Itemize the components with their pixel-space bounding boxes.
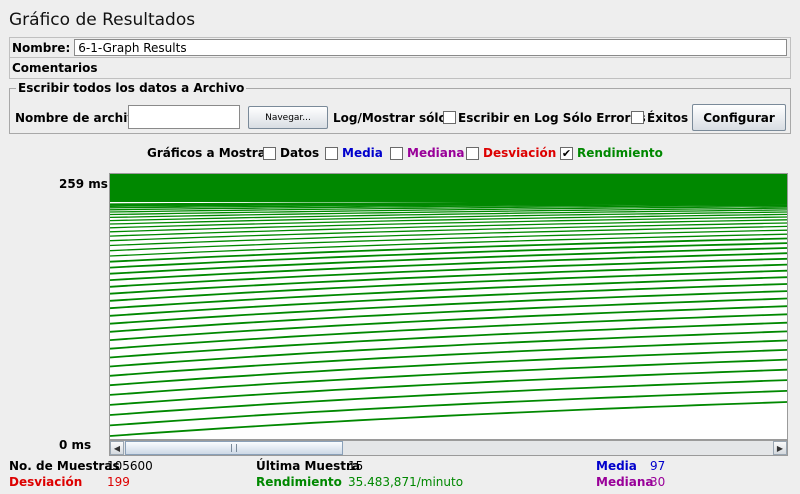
throughput-line xyxy=(110,321,787,359)
throughput-line xyxy=(110,213,787,229)
window-title: Gráfico de Resultados xyxy=(9,10,196,30)
throughput-checkbox[interactable]: ✔ xyxy=(560,147,573,160)
throughput-line xyxy=(110,379,787,416)
throughput-line xyxy=(110,203,787,211)
deviation-checkbox[interactable] xyxy=(466,147,479,160)
throughput-chart xyxy=(110,174,787,437)
scroll-right-arrow-icon[interactable]: ▶ xyxy=(773,441,787,455)
throughput-line xyxy=(110,219,787,237)
throughput-line xyxy=(110,263,787,295)
throughput-line xyxy=(110,390,787,427)
comments-label[interactable]: Comentarios xyxy=(9,58,791,79)
write-to-file-panel: Escribir todos los datos a Archivo Nombr… xyxy=(9,81,791,134)
throughput-line xyxy=(110,233,787,257)
errors-only-label[interactable]: Escribir en Log Sólo Errores xyxy=(458,111,646,125)
throughput-line xyxy=(110,401,787,437)
throughput-line xyxy=(110,205,787,216)
browse-button[interactable]: Navegar... xyxy=(248,106,328,129)
median-checkbox[interactable] xyxy=(390,147,403,160)
throughput-line xyxy=(110,207,787,219)
name-row: Nombre: 6-1-Graph Results xyxy=(9,37,791,58)
throughput-option-label[interactable]: Rendimiento xyxy=(577,146,663,160)
throughput-line xyxy=(110,297,787,333)
name-label: Nombre: xyxy=(12,40,71,55)
throughput-line xyxy=(110,229,787,252)
throughput-line xyxy=(110,252,787,281)
last-sample-value: 15 xyxy=(348,459,364,473)
graph-horizontal-scrollbar[interactable]: ◀ ▶ xyxy=(109,440,788,456)
last-sample-label: Última Muestra xyxy=(256,459,361,473)
graphs-to-show-row: Gráficos a Mostrar Datos Media Mediana D… xyxy=(0,146,800,162)
throughput-line xyxy=(110,358,787,396)
throughput-line xyxy=(110,204,787,213)
throughput-value: 35.483,871/minuto xyxy=(348,475,464,489)
throughput-line xyxy=(110,202,787,209)
throughput-label: Rendimiento xyxy=(256,475,342,489)
success-label[interactable]: Éxitos xyxy=(647,111,689,125)
median-label: Mediana xyxy=(596,475,654,489)
scroll-thumb[interactable] xyxy=(125,441,343,455)
y-axis-min-label: 0 ms xyxy=(59,438,92,452)
average-value: 97 xyxy=(650,459,666,473)
median-value: 30 xyxy=(650,475,666,489)
results-graph xyxy=(109,173,788,440)
data-option-label[interactable]: Datos xyxy=(280,146,320,160)
throughput-line xyxy=(110,211,787,225)
samples-label: No. de Muestras xyxy=(9,459,120,473)
success-checkbox[interactable] xyxy=(631,111,644,124)
throughput-line xyxy=(110,290,787,325)
median-option-label[interactable]: Mediana xyxy=(407,146,465,160)
filename-label: Nombre de archivo xyxy=(15,111,144,125)
throughput-line xyxy=(110,330,787,368)
deviation-value: 199 xyxy=(107,475,130,489)
throughput-line xyxy=(110,242,787,269)
deviation-label: Desviación xyxy=(9,475,83,489)
throughput-line xyxy=(110,339,787,377)
throughput-line xyxy=(110,216,787,233)
configure-button[interactable]: Configurar xyxy=(692,104,786,131)
data-checkbox[interactable] xyxy=(263,147,276,160)
average-label: Media xyxy=(596,459,637,473)
graphs-to-show-label: Gráficos a Mostrar xyxy=(147,146,272,160)
throughput-band xyxy=(110,174,787,202)
throughput-line xyxy=(110,368,787,406)
throughput-line xyxy=(110,276,787,310)
errors-only-checkbox[interactable] xyxy=(443,111,456,124)
throughput-line xyxy=(110,209,787,222)
name-input[interactable]: 6-1-Graph Results xyxy=(74,39,787,56)
throughput-line xyxy=(110,222,787,242)
average-option-label[interactable]: Media xyxy=(342,146,383,160)
y-axis-max-label: 259 ms xyxy=(59,177,108,191)
throughput-line xyxy=(110,313,787,350)
throughput-line xyxy=(110,202,787,207)
file-panel-legend: Escribir todos los datos a Archivo xyxy=(16,81,247,95)
throughput-line xyxy=(110,305,787,341)
filename-input[interactable] xyxy=(128,105,240,129)
throughput-line xyxy=(110,349,787,387)
log-display-label: Log/Mostrar sólo: xyxy=(333,111,452,125)
grip-icon xyxy=(231,444,237,452)
scroll-left-arrow-icon[interactable]: ◀ xyxy=(110,441,124,455)
throughput-line xyxy=(110,225,787,247)
deviation-option-label[interactable]: Desviación xyxy=(483,146,557,160)
average-checkbox[interactable] xyxy=(325,147,338,160)
throughput-line xyxy=(110,257,787,288)
throughput-line xyxy=(110,269,787,302)
throughput-line xyxy=(110,237,787,263)
throughput-line xyxy=(110,283,787,317)
throughput-line xyxy=(110,247,787,275)
samples-value: 105600 xyxy=(107,459,153,473)
